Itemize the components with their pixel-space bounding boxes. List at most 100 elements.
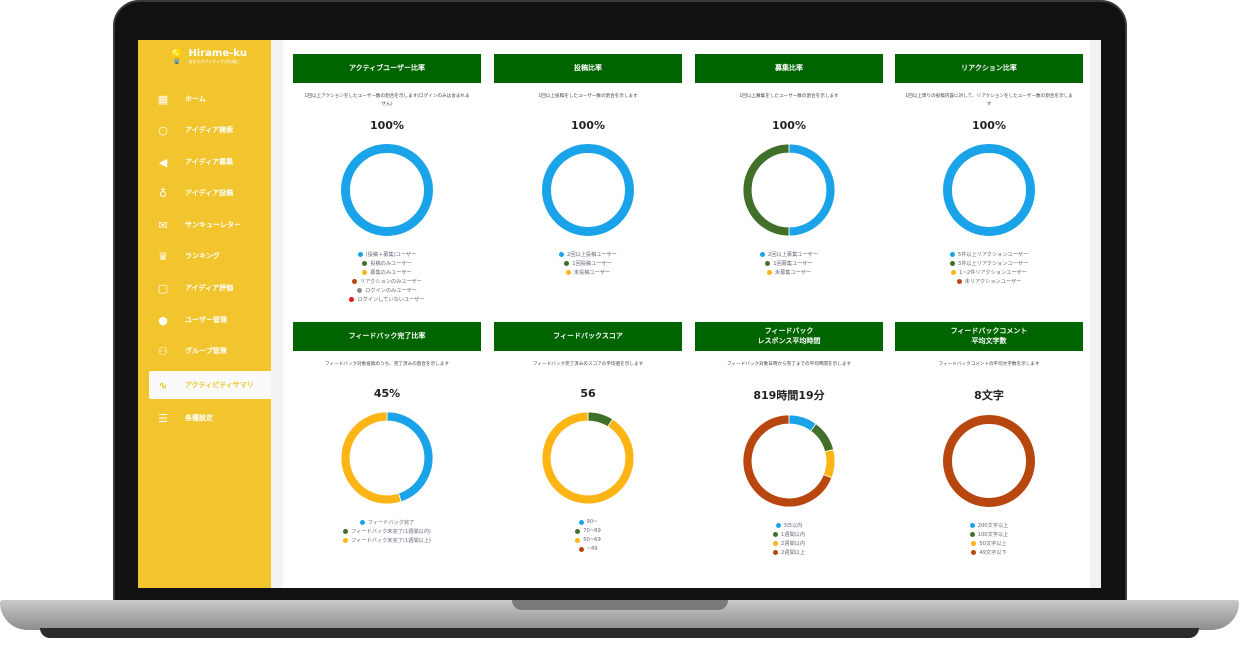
sidebar: 💡 Hirame-ku あなたのアイディアが仕事に ▦ ホーム ○ アイディア検索 ◀ アイ… bbox=[138, 40, 271, 588]
legend-swatch bbox=[357, 251, 363, 257]
donut-slice[interactable] bbox=[943, 415, 1035, 507]
chart-legend: 2回以上募集ユーザー 1回募集ユーザー 未募集ユーザー bbox=[695, 250, 883, 276]
card-title: リアクション比率 bbox=[895, 54, 1083, 83]
sidebar-item[interactable]: ◀ アイディア募集 bbox=[149, 148, 271, 176]
legend-label: ログインしていないユーザー bbox=[357, 296, 425, 303]
legend-label: 50文字以上 bbox=[979, 540, 1007, 547]
legend-item[interactable]: 200文字以上 bbox=[969, 521, 1008, 529]
card-description: 1回以上投稿をしたユーザー数の割合を示します bbox=[538, 94, 638, 99]
legend-item[interactable]: 5件以上リアクションユーザー bbox=[949, 250, 1028, 258]
donut-chart bbox=[943, 415, 1035, 507]
sidebar-item-label: ランキング bbox=[185, 252, 220, 260]
logo[interactable]: 💡 Hirame-ku あなたのアイディアが仕事に bbox=[168, 48, 247, 65]
card-value: 56 bbox=[580, 387, 596, 400]
logo-text: Hirame-ku bbox=[188, 48, 248, 59]
dashboard-icon: ▦ bbox=[157, 92, 169, 106]
legend-item[interactable]: 3日以内 bbox=[775, 521, 802, 529]
sidebar-item[interactable]: ☰ 各種設定 bbox=[149, 404, 271, 432]
legend-item[interactable]: 未投稿ユーザー bbox=[565, 268, 611, 276]
legend-item[interactable]: 未募集ユーザー bbox=[766, 268, 811, 276]
donut-slice[interactable] bbox=[541, 411, 635, 505]
sidebar-item-label: アクティビティサマリ bbox=[185, 381, 254, 389]
sidebar-item-label: ユーザー管理 bbox=[185, 316, 227, 324]
card-value: 45% bbox=[373, 387, 401, 400]
legend-item[interactable]: ~49 bbox=[578, 545, 597, 553]
legend-item[interactable]: 100文字以上 bbox=[969, 530, 1008, 538]
sidebar-item[interactable]: ⚇ グループ管理 bbox=[149, 337, 271, 365]
legend-item[interactable]: 70~89 bbox=[575, 527, 601, 535]
donut-slice[interactable] bbox=[742, 143, 790, 237]
legend-item[interactable]: 投稿のみユーザー bbox=[362, 259, 412, 267]
user-icon: ● bbox=[158, 313, 168, 327]
legend-swatch bbox=[357, 287, 363, 293]
megaphone-icon: ◀ bbox=[158, 155, 168, 169]
legend-item[interactable]: 2回以上投稿ユーザー bbox=[559, 250, 617, 258]
legend-swatch bbox=[772, 531, 778, 537]
legend-label: 未投稿ユーザー bbox=[573, 269, 611, 276]
sidebar-item-label: アイディア募集 bbox=[185, 158, 234, 166]
donut-slice[interactable] bbox=[341, 144, 433, 236]
card-value: 100% bbox=[370, 119, 404, 132]
donut-slice[interactable] bbox=[810, 423, 835, 453]
legend-item[interactable]: 50文字以上 bbox=[971, 539, 1007, 547]
sidebar-item[interactable]: ○ アイディア検索 bbox=[149, 116, 271, 144]
legend-swatch bbox=[564, 260, 570, 266]
donut-slice[interactable] bbox=[386, 411, 434, 503]
legend-swatch bbox=[949, 260, 955, 266]
card-description: 1回以上周りの投稿内容に対して、リアクションをしたユーザー数の割合を示します bbox=[905, 94, 1073, 107]
card-value: 100% bbox=[772, 119, 806, 132]
donut-slice[interactable] bbox=[340, 411, 402, 505]
legend-item[interactable]: 未リアクションユーザー bbox=[956, 277, 1021, 285]
legend-swatch bbox=[766, 269, 772, 275]
legend-item[interactable]: 50~69 bbox=[575, 536, 601, 544]
legend-item[interactable]: 1~2件リアクションユーザー bbox=[951, 268, 1027, 276]
sidebar-item[interactable]: ♁ アイディア投稿 bbox=[149, 179, 271, 207]
legend-item[interactable]: フィードバック未完了(1週間以内) bbox=[343, 527, 431, 535]
legend-item[interactable]: 募集のみユーザー bbox=[362, 268, 412, 276]
legend-item[interactable]: リアクションのみユーザー bbox=[352, 277, 422, 285]
legend-item[interactable]: 1週間以内 bbox=[772, 530, 805, 538]
legend-item[interactable]: 2回以上募集ユーザー bbox=[760, 250, 818, 258]
legend-item[interactable]: (投稿＋募集)ユーザー bbox=[357, 250, 416, 258]
sidebar-item[interactable]: ● ユーザー管理 bbox=[149, 306, 271, 334]
legend-item[interactable]: 2週間以上 bbox=[772, 548, 806, 556]
donut-slice[interactable] bbox=[943, 144, 1035, 236]
legend-item[interactable]: フィードバック未完了(1週間以上) bbox=[343, 536, 431, 544]
donut-slice[interactable] bbox=[742, 414, 833, 508]
sidebar-item[interactable]: ▢ アイディア評価 bbox=[149, 274, 271, 302]
legend-item[interactable]: フィードバック完了 bbox=[359, 518, 415, 526]
legend-item[interactable]: 90~ bbox=[578, 518, 598, 526]
legend-swatch bbox=[575, 528, 581, 534]
donut-slice[interactable] bbox=[542, 144, 634, 236]
sidebar-item[interactable]: ♛ ランキング bbox=[149, 242, 271, 270]
legend-item[interactable]: 49文字以下 bbox=[971, 548, 1007, 556]
legend-item[interactable]: ログインのみユーザー bbox=[357, 286, 417, 294]
summary-card: アクティブユーザー比率 1回以上アクションをしたユーザー数の割合を示します(ログ… bbox=[293, 54, 481, 322]
legend-label: フィードバック完了 bbox=[367, 519, 415, 526]
donut-slice[interactable] bbox=[788, 414, 817, 432]
donut-slice[interactable] bbox=[788, 143, 836, 237]
donut-slice[interactable] bbox=[822, 449, 836, 479]
document-check-icon: ▢ bbox=[157, 281, 169, 295]
donut-chart bbox=[541, 411, 635, 505]
summary-card: 投稿比率 1回以上投稿をしたユーザー数の割合を示します 100% 2回以上投稿ユ… bbox=[494, 54, 682, 322]
legend-item[interactable]: 3件以上リアクションユーザー bbox=[949, 259, 1028, 267]
legend-item[interactable]: 2週間以内 bbox=[772, 539, 805, 547]
card-description: フィードバック対象投稿のうち、完了済みの割合を示します bbox=[325, 362, 449, 367]
sidebar-item[interactable]: ∿ アクティビティサマリ bbox=[149, 371, 271, 399]
sidebar-item-label: アイディア投稿 bbox=[185, 189, 234, 197]
lightbulb-icon: ♁ bbox=[158, 186, 168, 200]
legend-swatch bbox=[578, 546, 584, 552]
legend-label: 2週間以上 bbox=[780, 549, 806, 556]
legend-label: 49文字以下 bbox=[979, 549, 1007, 556]
legend-label: 90~ bbox=[586, 519, 598, 525]
legend-swatch bbox=[343, 537, 349, 543]
card-value: 100% bbox=[972, 119, 1006, 132]
sidebar-item[interactable]: ▦ ホーム bbox=[149, 85, 271, 113]
legend-item[interactable]: 1回投稿ユーザー bbox=[564, 259, 612, 267]
legend-item[interactable]: 1回募集ユーザー bbox=[765, 259, 813, 267]
scrollbar[interactable] bbox=[1090, 40, 1101, 588]
sidebar-item[interactable]: ✉ サンキューレター bbox=[149, 211, 271, 239]
legend-item[interactable]: ログインしていないユーザー bbox=[349, 295, 425, 303]
legend-label: 1回募集ユーザー bbox=[773, 260, 813, 267]
